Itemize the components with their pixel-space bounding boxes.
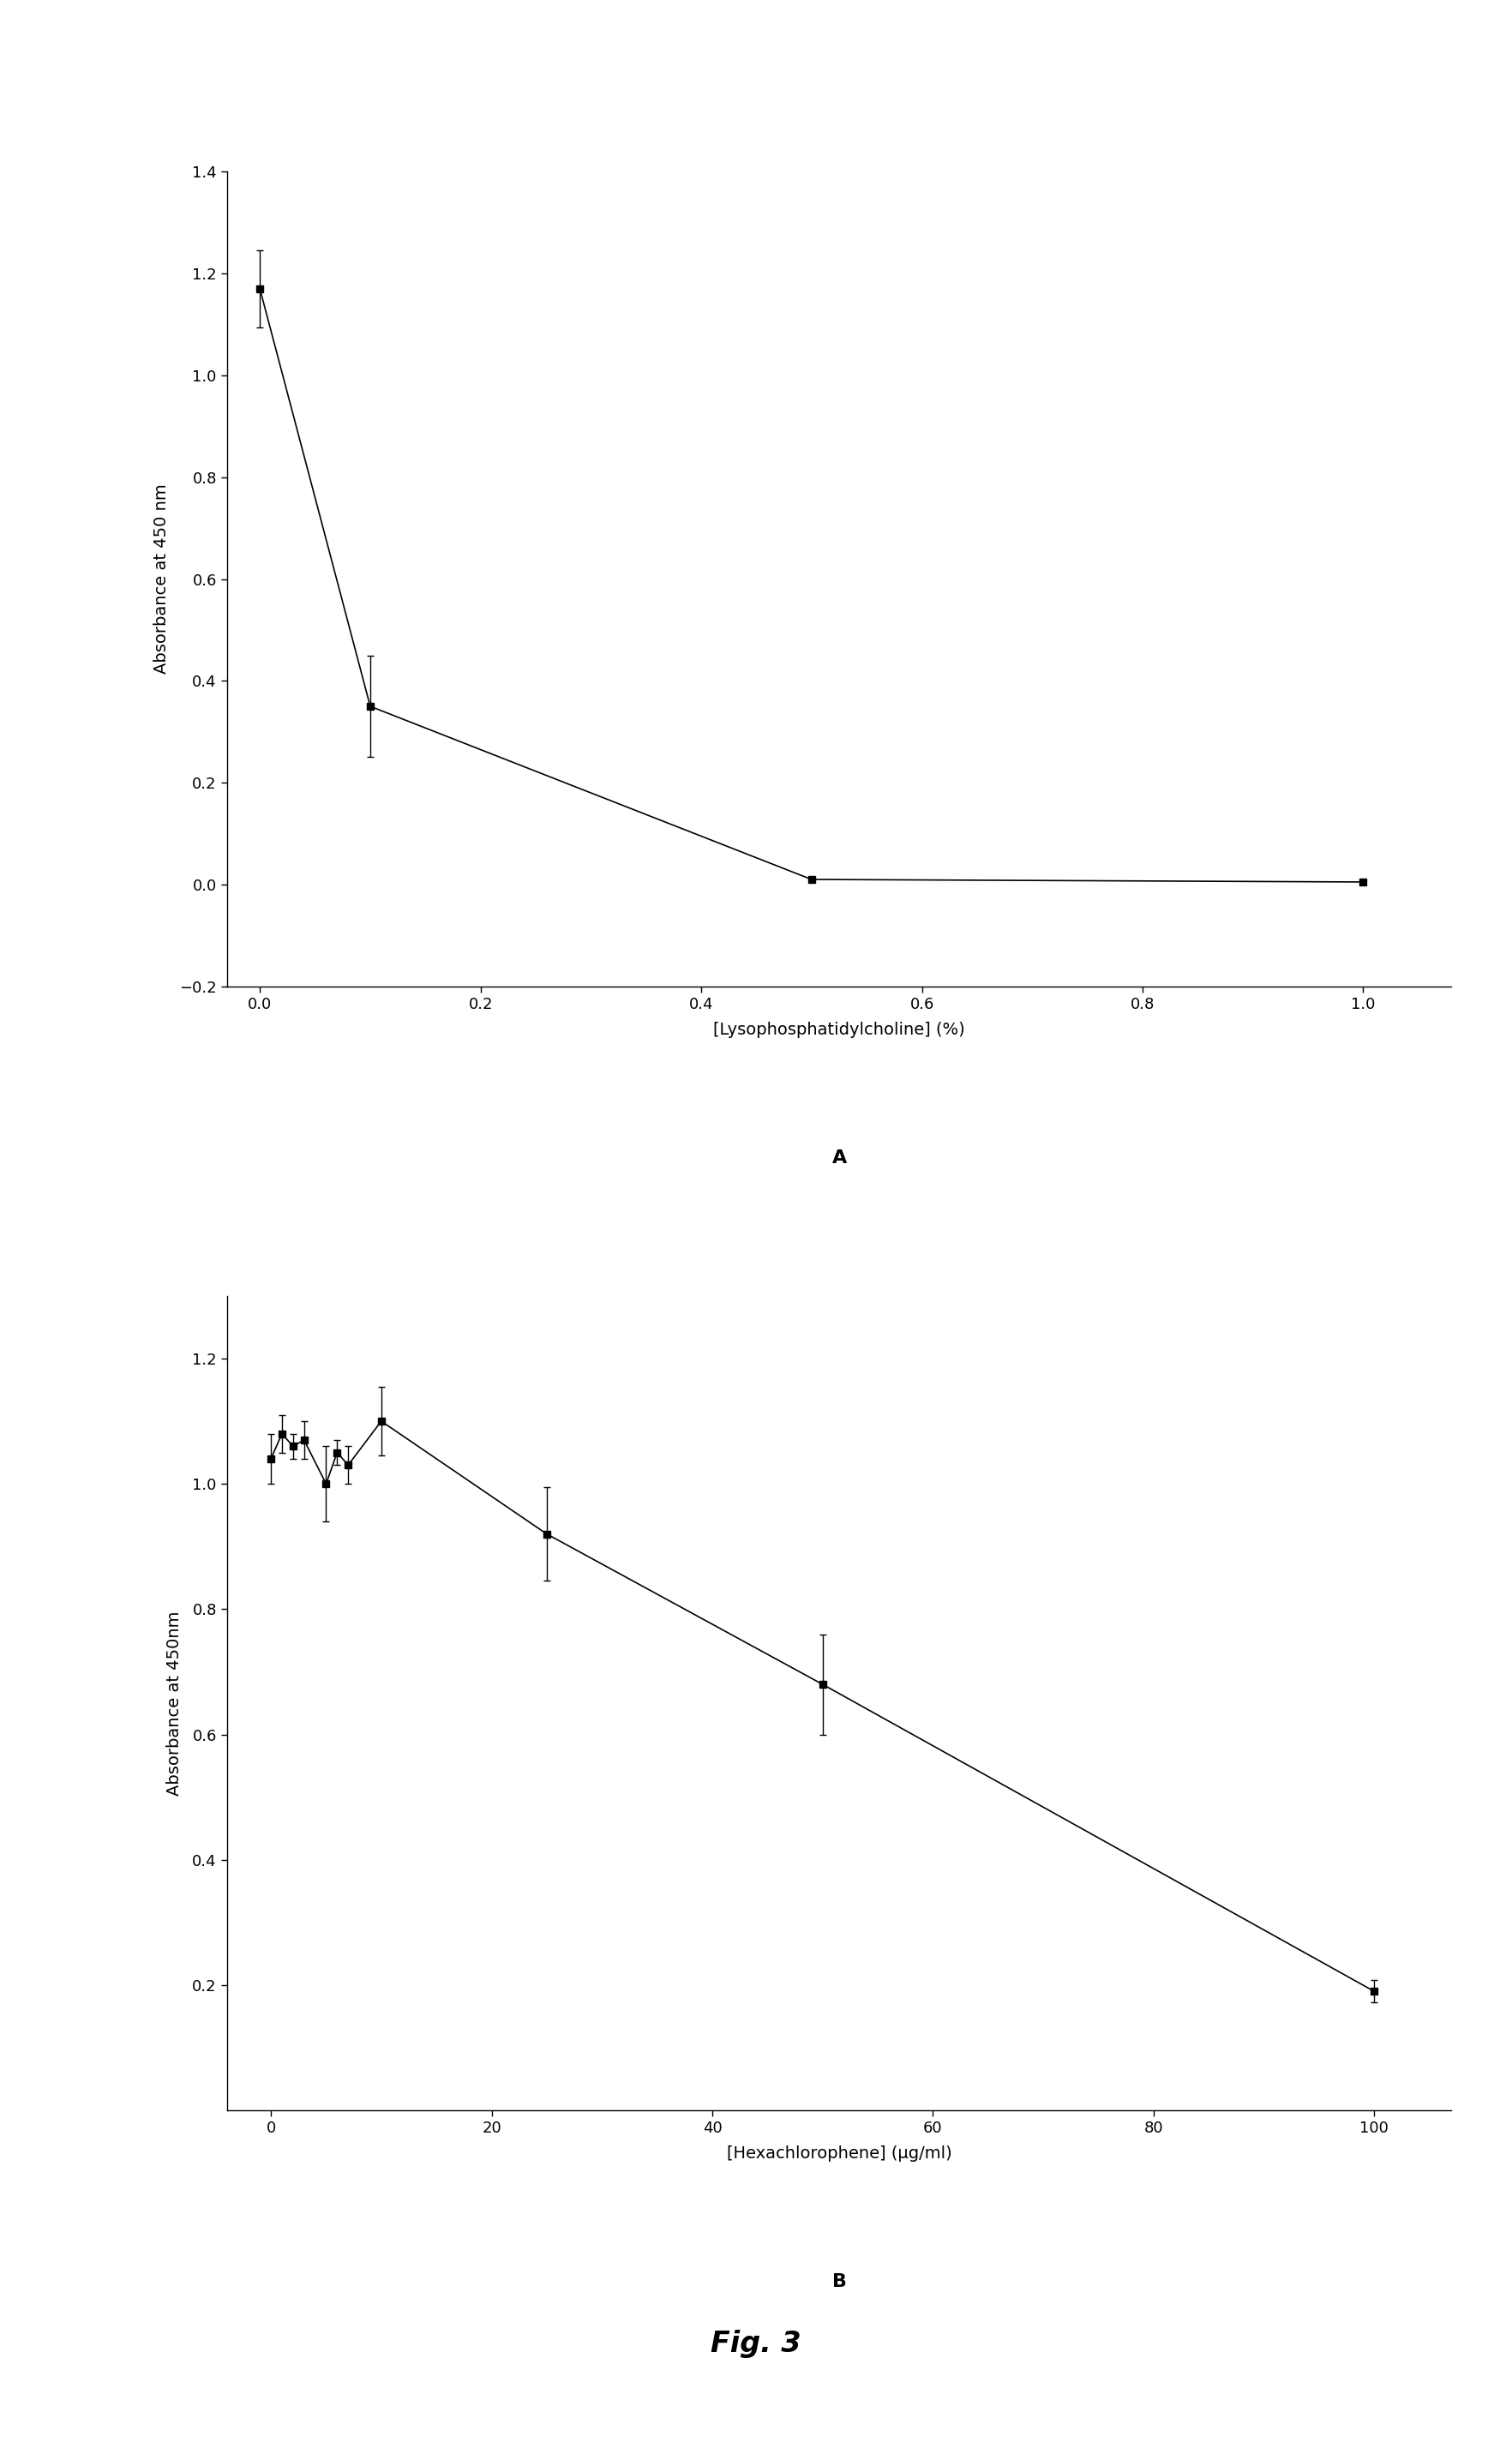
Text: B: B — [832, 2272, 847, 2290]
Text: Fig. 3: Fig. 3 — [711, 2329, 801, 2358]
Y-axis label: Absorbance at 450nm: Absorbance at 450nm — [166, 1610, 183, 1796]
X-axis label: [Hexachlorophene] (μg/ml): [Hexachlorophene] (μg/ml) — [727, 2145, 951, 2162]
X-axis label: [Lysophosphatidylcholine] (%): [Lysophosphatidylcholine] (%) — [714, 1021, 965, 1038]
Text: A: A — [832, 1148, 847, 1166]
Y-axis label: Absorbance at 450 nm: Absorbance at 450 nm — [154, 483, 169, 675]
